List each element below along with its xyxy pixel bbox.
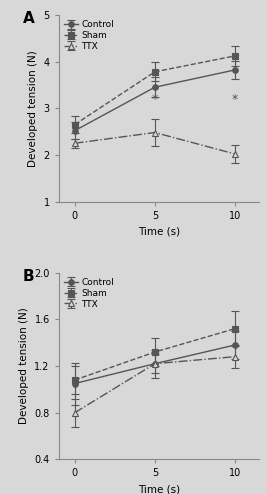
Text: *: * xyxy=(232,93,238,106)
Legend: Control, Sham, TTX: Control, Sham, TTX xyxy=(61,17,118,54)
Text: *: * xyxy=(152,93,158,106)
Legend: Control, Sham, TTX: Control, Sham, TTX xyxy=(61,275,118,312)
X-axis label: Time (s): Time (s) xyxy=(138,484,180,494)
Text: A: A xyxy=(23,11,34,26)
X-axis label: Time (s): Time (s) xyxy=(138,226,180,236)
Y-axis label: Developed tension (N): Developed tension (N) xyxy=(28,50,38,166)
Y-axis label: Developed tension (N): Developed tension (N) xyxy=(19,308,29,424)
Text: B: B xyxy=(23,269,34,284)
